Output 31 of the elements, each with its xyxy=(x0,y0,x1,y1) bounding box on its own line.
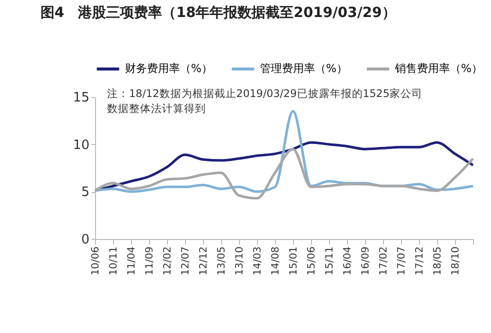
x-tick-label: 12/02 xyxy=(162,246,174,276)
y-tick-label: 5 xyxy=(81,185,90,200)
y-tick-label: 10 xyxy=(72,138,90,153)
x-tick-label: 13/10 xyxy=(234,246,246,276)
legend-label: 财务费用率（%） xyxy=(125,62,212,75)
x-tick-label: 14/08 xyxy=(270,246,282,276)
annotation: 注：18/12数据为根据截止2019/03/29已披露年报的1525家公司数据整体法计算得到 xyxy=(107,87,422,115)
x-tick-label: 17/12 xyxy=(414,246,426,276)
x-tick-label: 18/05 xyxy=(432,246,444,276)
x-tick-label: 12/12 xyxy=(198,246,210,276)
x-tick-label: 11/04 xyxy=(126,246,138,276)
x-tick-label: 16/09 xyxy=(360,246,372,276)
x-tick-label: 13/05 xyxy=(216,246,228,276)
x-tick-label: 18/10 xyxy=(450,246,462,276)
x-tick-label: 11/09 xyxy=(144,246,156,276)
legend-label: 销售费用率（%） xyxy=(394,62,482,75)
chart-title: 图4 港股三项费率（18年年报数据截至2019/03/29） xyxy=(40,4,396,21)
x-tick-label: 10/11 xyxy=(108,246,120,276)
line-series xyxy=(94,148,474,200)
x-tick-label: 17/02 xyxy=(378,246,390,276)
legend-label: 管理费用率（%） xyxy=(260,62,348,75)
x-tick-label: 15/01 xyxy=(288,246,300,276)
x-tick-label: 15/06 xyxy=(306,246,318,276)
y-tick-label: 0 xyxy=(81,232,90,248)
x-tick-label: 16/04 xyxy=(342,246,354,276)
x-tick-label: 14/03 xyxy=(252,246,264,276)
x-tick-label: 15/11 xyxy=(324,246,336,276)
y-tick-label: 15 xyxy=(72,90,90,106)
x-tick-label: 10/06 xyxy=(90,246,102,276)
x-tick-label: 12/07 xyxy=(180,246,192,276)
x-tick-label: 17/07 xyxy=(396,246,408,276)
